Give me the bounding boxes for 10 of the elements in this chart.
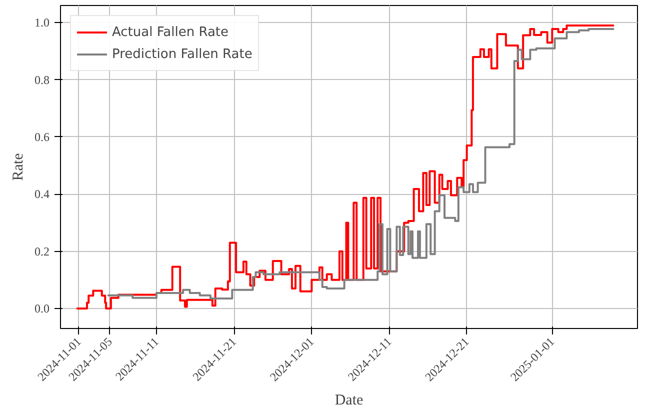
y-tick-label: 0.8 (34, 72, 50, 87)
y-tick-label: 0.6 (34, 130, 50, 144)
y-tick-label: 1.0 (34, 16, 50, 30)
y-tick-label: 0.0 (34, 301, 50, 316)
y-axis-title: Rate (10, 152, 26, 181)
y-tick-label: 0.4 (34, 187, 50, 202)
y-tick-label: 0.2 (34, 244, 50, 258)
legend-label: Actual Fallen Rate (112, 24, 229, 40)
x-axis-title: Date (334, 392, 364, 409)
legend-label: Prediction Fallen Rate (112, 46, 252, 62)
